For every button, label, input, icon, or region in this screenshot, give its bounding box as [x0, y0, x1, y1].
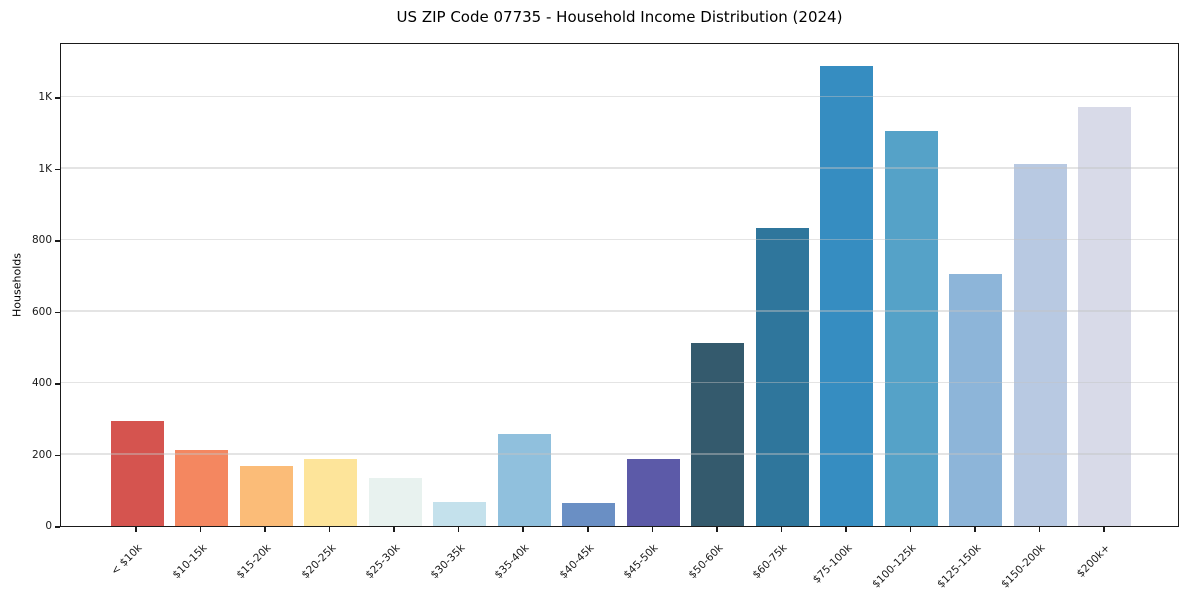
bar-150-200k — [1013, 163, 1067, 526]
bar-60-75k — [755, 228, 809, 526]
x-tick-mark — [1038, 527, 1041, 532]
y-tick-mark — [55, 97, 60, 99]
bar-30-35k — [433, 501, 487, 526]
bar-35-40k — [497, 433, 551, 526]
x-tick-mark — [457, 527, 460, 532]
bar-75-100k — [820, 65, 874, 526]
x-tick-mark — [135, 527, 137, 532]
x-tick-mark — [651, 527, 653, 532]
x-tick-mark — [974, 527, 976, 532]
y-tick-label: 400 — [31, 377, 52, 389]
x-tick-mark — [328, 527, 331, 532]
y-tick-label: 600 — [31, 305, 52, 318]
chart-title: US ZIP Code 07735 - Household Income Dis… — [396, 8, 843, 26]
bar-200k — [1078, 107, 1132, 526]
y-tick-mark — [55, 454, 60, 457]
bar-50-60k — [691, 343, 745, 526]
bar-15-20k — [239, 466, 293, 526]
y-tick-mark — [55, 526, 60, 528]
x-tick-mark — [587, 527, 589, 532]
bar-45-50k — [626, 459, 680, 526]
gridline-1000 — [61, 167, 1178, 169]
gridline-800 — [61, 238, 1178, 240]
gridline-200 — [61, 453, 1178, 455]
gridline-600 — [61, 310, 1178, 312]
x-tick-label: $10-15k — [169, 542, 210, 582]
bar-20-25k — [304, 459, 358, 526]
x-tick-mark — [522, 527, 524, 532]
x-tick-mark — [1103, 527, 1105, 532]
y-tick-label: 0 — [45, 520, 52, 532]
y-tick-label: 1K — [38, 162, 52, 175]
bar-25-30k — [368, 478, 422, 526]
gridline-400 — [61, 381, 1178, 383]
y-tick-mark — [55, 240, 60, 242]
bar-10-15k — [175, 450, 229, 526]
bar-100-125k — [884, 131, 938, 526]
x-tick-mark — [264, 527, 266, 532]
x-tick-mark — [393, 527, 395, 532]
bar-125-150k — [949, 274, 1003, 526]
y-tick-mark — [55, 383, 60, 385]
x-tick-mark — [199, 527, 202, 532]
x-tick-mark — [780, 527, 782, 532]
plot-area — [60, 43, 1179, 527]
x-tick-mark — [716, 527, 718, 532]
y-tick-mark — [55, 168, 60, 171]
y-tick-mark — [55, 311, 60, 314]
y-tick-label: 800 — [31, 234, 52, 246]
x-tick-label: < $10k — [108, 542, 145, 578]
x-tick-mark — [845, 527, 847, 532]
bar-10k — [110, 420, 164, 526]
y-tick-label: 200 — [31, 448, 52, 461]
x-tick-mark — [909, 527, 912, 532]
bar-40-45k — [562, 502, 616, 526]
y-tick-label: 1K — [38, 91, 52, 103]
gridline-1200 — [61, 95, 1178, 97]
